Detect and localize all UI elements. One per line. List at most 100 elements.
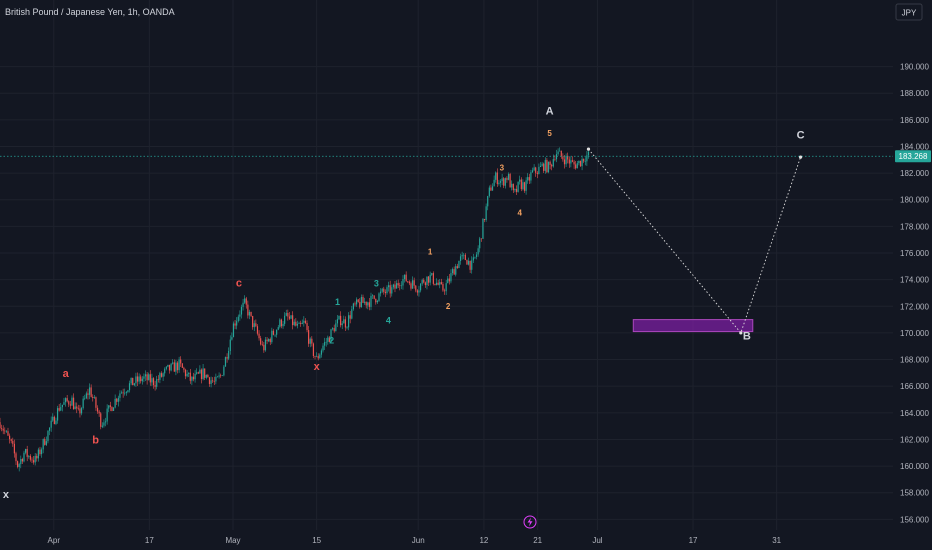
y-tick-label: 160.000 — [900, 462, 929, 471]
candle-body — [571, 160, 574, 162]
candle-body — [386, 287, 388, 294]
candle-body — [349, 315, 351, 319]
currency-button[interactable]: JPY — [895, 3, 923, 21]
wave-label: 2 — [446, 302, 451, 311]
candle-body — [560, 150, 562, 157]
y-tick-label: 172.000 — [900, 302, 929, 311]
candle-body — [507, 174, 510, 180]
price-axis[interactable]: 190.000 188.000 186.000 184.000 182.000 180.0… — [895, 63, 931, 525]
candle-body — [575, 164, 577, 169]
candle-body — [568, 159, 570, 164]
y-tick-label: 184.000 — [900, 142, 929, 151]
candle-body — [295, 321, 297, 326]
candle-body — [432, 273, 434, 284]
candle-body — [402, 279, 404, 286]
candle-body — [447, 278, 449, 284]
candle-body — [309, 338, 311, 344]
candle-body — [148, 374, 150, 381]
wave-label: x — [314, 361, 321, 373]
candle-body — [255, 323, 257, 327]
candle-body — [244, 298, 246, 303]
candle-body — [464, 254, 466, 260]
candle-body — [66, 398, 68, 402]
candle-body — [549, 161, 551, 165]
candle-body — [285, 313, 287, 316]
candle-body — [114, 398, 116, 408]
candle-body — [391, 287, 393, 294]
candle-body — [111, 406, 113, 412]
candle-body — [496, 172, 498, 184]
candle-body — [212, 380, 214, 382]
candle-body — [20, 459, 22, 465]
candle-body — [277, 327, 279, 330]
candle-body — [37, 449, 39, 459]
candle-body — [443, 290, 446, 292]
candle-body — [427, 276, 430, 283]
candle-body — [5, 431, 7, 432]
candle-body — [186, 373, 188, 377]
candle-body — [202, 368, 204, 380]
candle-body — [306, 323, 308, 331]
candle-body — [378, 293, 380, 301]
candle-body — [456, 266, 458, 268]
candle-body — [490, 187, 492, 191]
candle-body — [112, 407, 115, 412]
candle-body — [544, 160, 546, 171]
candle-body — [495, 172, 497, 180]
candle-body — [282, 323, 284, 327]
candle-body — [405, 274, 407, 282]
candle-body — [301, 322, 303, 324]
candle-body — [379, 291, 382, 294]
candle-body — [552, 159, 554, 167]
candle-body — [324, 342, 326, 346]
candle-body — [47, 430, 49, 442]
candle-body — [304, 320, 307, 324]
wave-label: 4 — [386, 316, 391, 326]
candle-body — [210, 380, 212, 384]
candle-body — [189, 372, 191, 381]
y-tick-label: 174.000 — [900, 276, 929, 285]
candle-body — [533, 167, 535, 171]
candle-body — [154, 385, 156, 387]
candle-body — [245, 298, 247, 305]
candle-body — [352, 303, 355, 310]
candle-body — [21, 459, 23, 462]
x-tick-label: Apr — [48, 536, 61, 545]
candle-body — [40, 449, 43, 455]
x-tick-label: 21 — [533, 536, 542, 545]
candle-body — [72, 397, 75, 410]
candle-body — [523, 182, 526, 191]
x-tick-label: May — [225, 536, 240, 545]
candle-body — [15, 453, 17, 462]
candle-body — [157, 379, 159, 380]
candle-body — [188, 372, 190, 374]
y-tick-label: 176.000 — [900, 249, 929, 258]
candle-body — [311, 338, 313, 344]
y-tick-label: 164.000 — [900, 409, 929, 418]
candle-body — [64, 398, 67, 403]
candle-body — [394, 284, 396, 289]
candle-body — [258, 333, 260, 339]
lightning-icon[interactable] — [523, 515, 537, 529]
candle-body — [487, 196, 489, 207]
candle-body — [512, 183, 514, 191]
candle-body — [327, 337, 329, 342]
wave-projection — [586, 147, 803, 335]
candles — [0, 147, 893, 472]
candle-body — [583, 158, 585, 162]
x-tick-label: 12 — [479, 536, 488, 545]
time-axis[interactable]: Apr 17 May 15 Jun 12 21 Jul 17 31 — [48, 536, 782, 545]
wave-label: 2 — [329, 336, 334, 346]
candle-body — [228, 351, 230, 359]
candle-body — [127, 390, 129, 393]
candle-body — [84, 398, 86, 399]
candle-body — [466, 259, 468, 265]
candle-body — [480, 238, 482, 240]
candle-body — [197, 372, 199, 374]
candle-body — [290, 315, 292, 319]
candle-body — [314, 356, 316, 357]
candle-body — [435, 282, 438, 285]
candle-body — [522, 182, 524, 190]
x-tick-label: 15 — [312, 536, 321, 545]
